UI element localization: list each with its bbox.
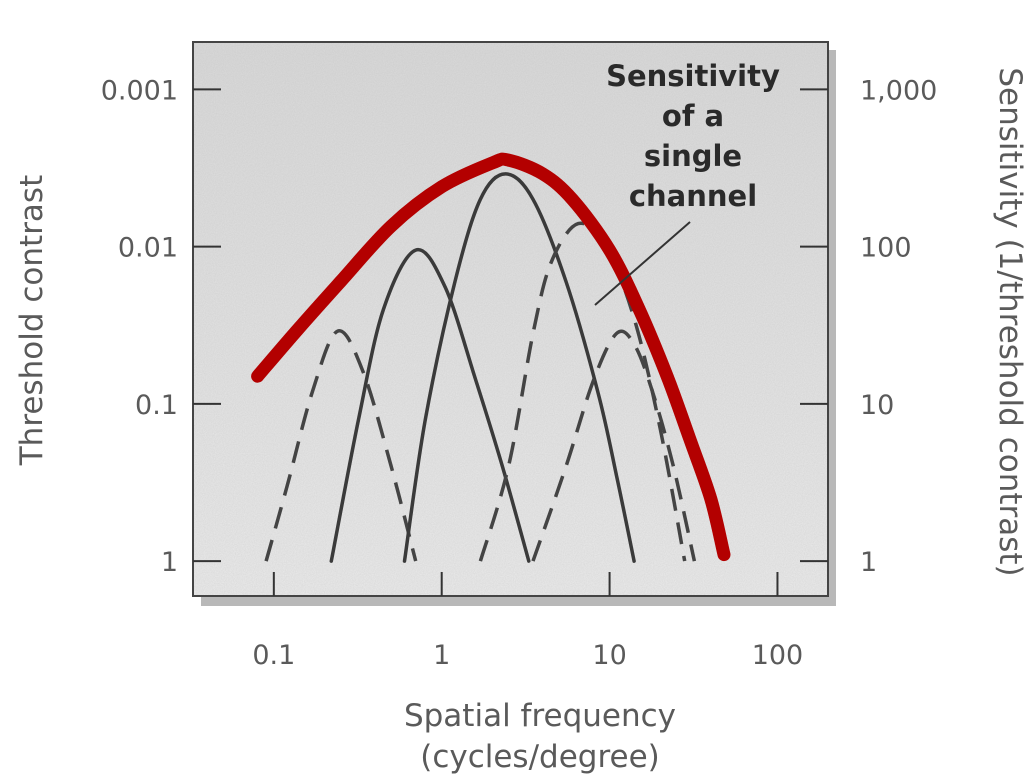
channel-curve-4 [478,221,687,562]
y-left-tick-label: 1 [161,547,178,578]
x-axis-title-line-2: (cycles/degree) [420,739,660,775]
channel-curve-1 [264,329,418,562]
y-left-tick-label: 0.001 [101,75,178,106]
x-tick-label: 0.1 [252,640,295,671]
annotation-line-2: of a [662,99,724,133]
annotation-line-4: channel [629,179,757,213]
overall-sensitivity-line [251,152,731,562]
y-right-tick-label: 1,000 [860,75,937,106]
y-axis-left-title: Threshold contrast [14,175,50,467]
x-tick-label: 100 [752,640,804,671]
annotation: Sensitivity of a single channel [594,59,780,306]
tick-labels: 0.1 1 10 100 0.001 1,000 0.01 100 0.1 10 1 1 [101,75,938,671]
y-right-tick-label: 10 [860,390,894,421]
annotation-line-1: Sensitivity [606,59,780,93]
x-tick-label: 1 [433,640,450,671]
annotation-line-3: single [644,139,742,173]
x-tick-label: 10 [592,640,626,671]
x-axis-title-line-1: Spatial frequency [404,698,676,734]
y-left-tick-label: 0.1 [135,390,178,421]
y-axis-right-title: Sensitivity (1/threshold contrast) [992,67,1028,576]
plot-texture [193,42,828,596]
channel-curve-5 [531,329,697,562]
y-left-tick-label: 0.01 [118,233,178,264]
channel-curve-2 [329,248,531,563]
y-right-tick-label: 1 [860,547,877,578]
channel-curve-3 [402,172,636,563]
plot-frame [192,41,829,597]
y-right-tick-label: 100 [860,233,912,264]
annotation-pointer [594,221,691,306]
channel-curves [251,152,731,563]
axis-ticks [193,88,828,596]
